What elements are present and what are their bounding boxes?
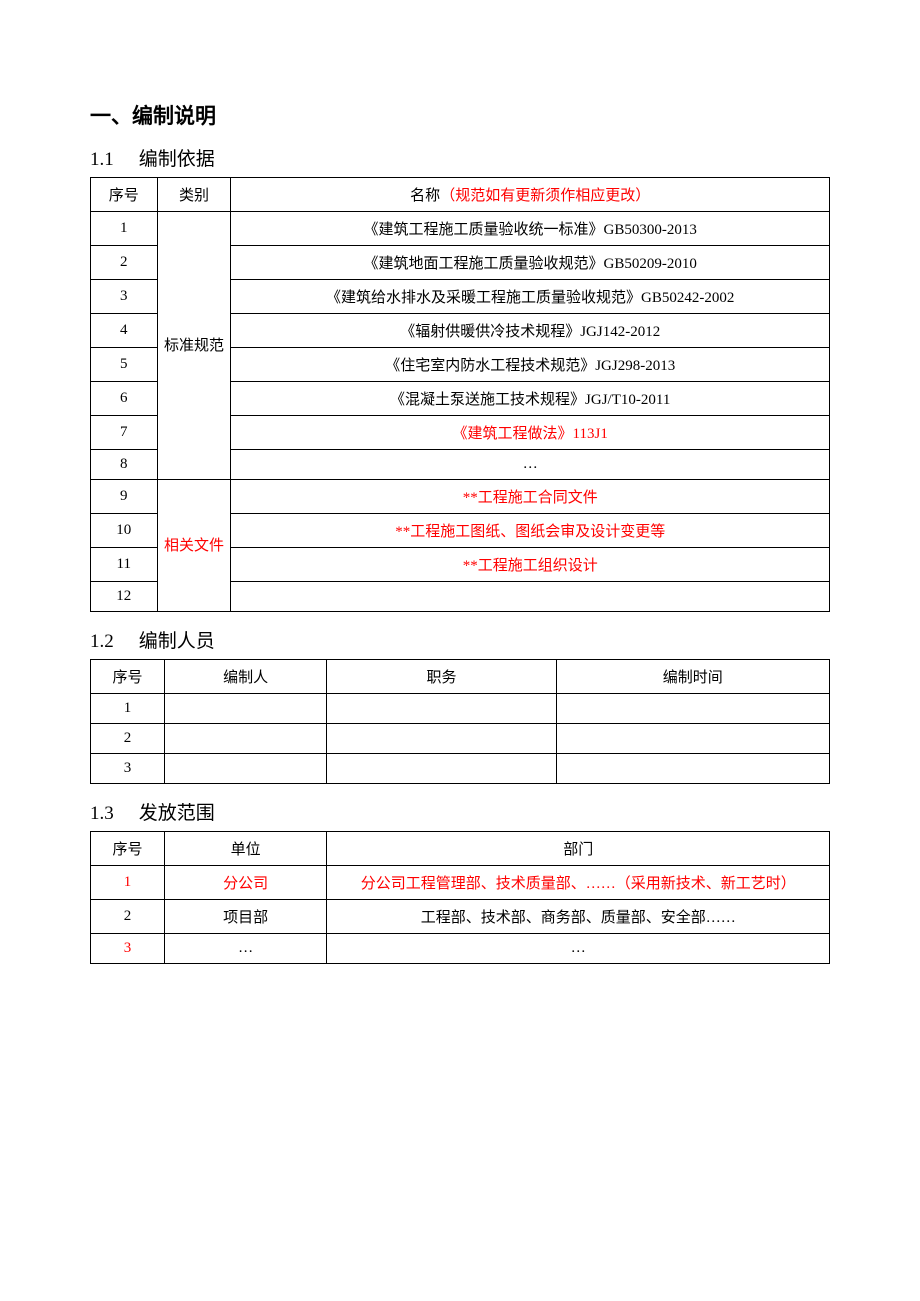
cell-cat-doc: 相关文件 — [157, 480, 231, 612]
table-basis: 序号 类别 名称（规范如有更新须作相应更改） 1 标准规范 《建筑工程施工质量验… — [90, 177, 830, 612]
cell-name: 《混凝土泵送施工技术规程》JGJ/T10-2011 — [231, 382, 830, 416]
header-seq: 序号 — [91, 832, 165, 866]
cell-editor — [164, 754, 327, 784]
header-dept: 部门 — [327, 832, 830, 866]
table-row: 序号 类别 名称（规范如有更新须作相应更改） — [91, 178, 830, 212]
section1-num: 1.1 — [90, 149, 134, 171]
cell-seq: 2 — [91, 900, 165, 934]
header-editor: 编制人 — [164, 660, 327, 694]
section3-num: 1.3 — [90, 803, 134, 825]
cell-seq: 9 — [91, 480, 158, 514]
cell-unit: … — [164, 934, 327, 964]
table-row: 3 … … — [91, 934, 830, 964]
cell-name: **工程施工图纸、图纸会审及设计变更等 — [231, 514, 830, 548]
heading-2-section1: 1.1 编制依据 — [90, 144, 830, 171]
cell-seq: 5 — [91, 348, 158, 382]
header-name: 名称（规范如有更新须作相应更改） — [231, 178, 830, 212]
header-cat: 类别 — [157, 178, 231, 212]
cell-post — [327, 724, 556, 754]
table-row: 1 分公司 分公司工程管理部、技术质量部、……（采用新技术、新工艺时） — [91, 866, 830, 900]
cell-dept: … — [327, 934, 830, 964]
cell-editor — [164, 724, 327, 754]
cell-seq: 2 — [91, 246, 158, 280]
cell-seq: 3 — [91, 934, 165, 964]
cell-unit: 分公司 — [164, 866, 327, 900]
heading-1: 一、编制说明 — [90, 100, 830, 130]
table-row: 1 — [91, 694, 830, 724]
table-row: 序号 编制人 职务 编制时间 — [91, 660, 830, 694]
cell-seq: 1 — [91, 866, 165, 900]
cell-dept: 分公司工程管理部、技术质量部、……（采用新技术、新工艺时） — [327, 866, 830, 900]
cell-name — [231, 582, 830, 612]
table-row: 2 — [91, 724, 830, 754]
cell-name: 《建筑给水排水及采暖工程施工质量验收规范》GB50242-2002 — [231, 280, 830, 314]
cell-time — [556, 724, 829, 754]
header-name-note: （规范如有更新须作相应更改） — [440, 188, 650, 204]
cell-editor — [164, 694, 327, 724]
header-time: 编制时间 — [556, 660, 829, 694]
cell-seq: 8 — [91, 450, 158, 480]
cell-name: 《辐射供暖供冷技术规程》JGJ142-2012 — [231, 314, 830, 348]
heading-2-section3: 1.3 发放范围 — [90, 798, 830, 825]
header-seq: 序号 — [91, 178, 158, 212]
cell-seq: 10 — [91, 514, 158, 548]
heading-2-section2: 1.2 编制人员 — [90, 626, 830, 653]
cell-seq: 4 — [91, 314, 158, 348]
header-seq: 序号 — [91, 660, 165, 694]
table-personnel: 序号 编制人 职务 编制时间 1 2 3 — [90, 659, 830, 784]
cell-name: 《建筑工程做法》113J1 — [231, 416, 830, 450]
section2-title: 编制人员 — [139, 631, 215, 652]
cell-name: … — [231, 450, 830, 480]
cell-time — [556, 754, 829, 784]
table-row: 2 项目部 工程部、技术部、商务部、质量部、安全部…… — [91, 900, 830, 934]
cell-seq: 1 — [91, 694, 165, 724]
table-row: 9 相关文件 **工程施工合同文件 — [91, 480, 830, 514]
cell-name: 《建筑工程施工质量验收统一标准》GB50300-2013 — [231, 212, 830, 246]
cell-post — [327, 694, 556, 724]
cell-seq: 3 — [91, 754, 165, 784]
cell-post — [327, 754, 556, 784]
header-name-label: 名称 — [410, 188, 440, 204]
cell-dept: 工程部、技术部、商务部、质量部、安全部…… — [327, 900, 830, 934]
section3-title: 发放范围 — [139, 803, 215, 824]
cell-seq: 1 — [91, 212, 158, 246]
cell-time — [556, 694, 829, 724]
cell-name: **工程施工组织设计 — [231, 548, 830, 582]
table-row: 3 — [91, 754, 830, 784]
cell-cat-std: 标准规范 — [157, 212, 231, 480]
section2-num: 1.2 — [90, 631, 134, 653]
header-post: 职务 — [327, 660, 556, 694]
cell-seq: 11 — [91, 548, 158, 582]
table-row: 序号 单位 部门 — [91, 832, 830, 866]
cell-name: **工程施工合同文件 — [231, 480, 830, 514]
cell-unit: 项目部 — [164, 900, 327, 934]
cell-seq: 12 — [91, 582, 158, 612]
cell-seq: 2 — [91, 724, 165, 754]
cell-name: 《住宅室内防水工程技术规范》JGJ298-2013 — [231, 348, 830, 382]
table-row: 1 标准规范 《建筑工程施工质量验收统一标准》GB50300-2013 — [91, 212, 830, 246]
cell-seq: 6 — [91, 382, 158, 416]
cell-seq: 3 — [91, 280, 158, 314]
header-unit: 单位 — [164, 832, 327, 866]
cell-name: 《建筑地面工程施工质量验收规范》GB50209-2010 — [231, 246, 830, 280]
cell-seq: 7 — [91, 416, 158, 450]
section1-title: 编制依据 — [139, 149, 215, 170]
table-distribution: 序号 单位 部门 1 分公司 分公司工程管理部、技术质量部、……（采用新技术、新… — [90, 831, 830, 964]
